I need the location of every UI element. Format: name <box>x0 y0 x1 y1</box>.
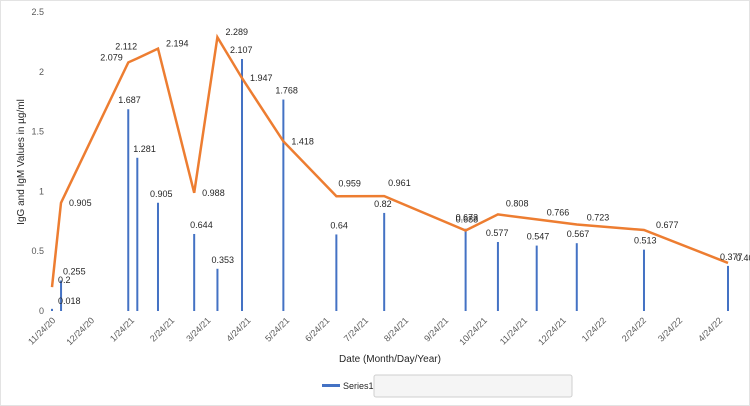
line-data-label: 0.673 <box>456 213 479 223</box>
bar <box>335 234 338 311</box>
bar <box>51 308 53 311</box>
bar-data-label: 0.018 <box>58 296 81 306</box>
bar <box>535 245 538 311</box>
bar <box>216 268 219 311</box>
y-tick-label: 2.5 <box>31 7 44 17</box>
line-data-label: 0.766 <box>547 207 570 217</box>
bar <box>136 157 139 311</box>
y-tick-label: 1.5 <box>31 127 44 137</box>
bar-data-label: 0.513 <box>634 236 657 246</box>
bar-data-label: 0.577 <box>486 228 509 238</box>
bar-data-label: 1.281 <box>133 144 156 154</box>
bar <box>727 265 729 311</box>
y-tick-label: 2 <box>39 67 44 77</box>
bar-data-label: 1.687 <box>118 95 141 105</box>
line-data-label: 2.194 <box>166 39 189 49</box>
line-series <box>50 33 729 288</box>
bar <box>60 280 63 311</box>
bar-data-label: 0.567 <box>567 229 590 239</box>
bar-data-label: 0.547 <box>527 232 550 242</box>
bar-data-label: 0.255 <box>63 267 86 277</box>
legend-entry: Series1 <box>343 381 374 391</box>
line-data-label: 0.723 <box>587 213 610 223</box>
legend-swatch <box>322 384 340 387</box>
x-axis-title: Date (Month/Day/Year) <box>339 354 441 365</box>
y-axis-title: IgG and IgM Values in µg/ml <box>16 99 27 225</box>
bar <box>464 228 467 311</box>
bar-data-label: 0.377 <box>720 252 743 262</box>
line-data-label: 0.402 <box>736 253 750 263</box>
bar-data-label: 0.64 <box>330 220 348 230</box>
bar-data-labels: 0.018 0.255 1.687 1.281 0.905 0.644 0.353 2.107… <box>58 45 743 306</box>
line-data-label: 1.947 <box>250 73 273 83</box>
y-tick-label: 1 <box>39 186 44 196</box>
line-data-label: 0.988 <box>202 188 225 198</box>
line-data-label: 0.905 <box>69 198 92 208</box>
y-tick-label: 0.5 <box>31 246 44 256</box>
bar <box>282 99 285 311</box>
y-axis: 0 0.5 1 1.5 2 2.5 <box>31 7 44 316</box>
line-data-label: 0.961 <box>388 178 411 188</box>
bar <box>193 233 196 311</box>
bar <box>642 249 645 311</box>
bar-data-label: 1.768 <box>275 86 298 96</box>
line-data-label: 0.677 <box>656 220 679 230</box>
bar-data-label: 0.644 <box>190 220 213 230</box>
line-data-label: 2.289 <box>225 27 248 37</box>
bar <box>241 59 244 311</box>
bar <box>575 243 578 311</box>
bar <box>127 109 130 311</box>
bar <box>496 241 499 311</box>
line-data-label: 2.079 <box>100 52 123 62</box>
line-data-label: 1.418 <box>291 136 314 146</box>
legend-overlay-box <box>373 374 573 398</box>
series-line <box>50 33 729 288</box>
y-tick-label: 0 <box>39 306 44 316</box>
line-data-label: 0.959 <box>338 178 361 188</box>
line-data-label: 2.112 <box>115 41 137 51</box>
bar <box>156 202 159 311</box>
bar-series <box>51 59 729 311</box>
bar-data-label: 0.82 <box>374 199 392 209</box>
bar-data-label: 0.688 <box>456 215 479 225</box>
bar-data-label: 0.905 <box>150 189 173 199</box>
bar-data-label: 2.107 <box>230 45 253 55</box>
bar-data-label: 0.353 <box>211 255 234 265</box>
legend: Series1 <box>322 374 573 398</box>
line-data-label: 0.2 <box>58 275 71 285</box>
bar <box>383 212 386 311</box>
line-data-label: 0.808 <box>506 198 529 208</box>
